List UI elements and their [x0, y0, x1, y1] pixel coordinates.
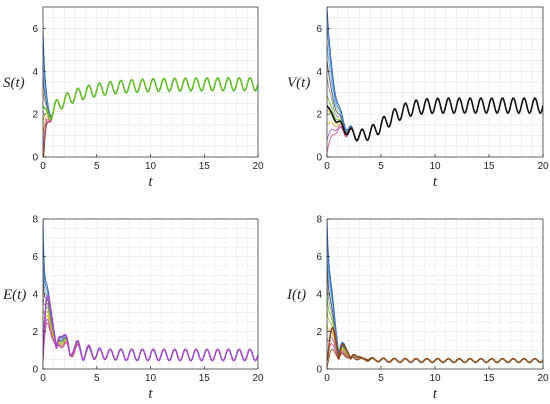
y-tick-label: 8	[32, 215, 38, 226]
y-tick-label: 2	[32, 327, 38, 338]
x-tick-label: 5	[94, 161, 100, 172]
x-axis-label: t	[433, 174, 438, 190]
series-group-I	[327, 219, 543, 368]
y-axis-label: I(t)	[286, 287, 306, 303]
y-tick-label: 2	[32, 110, 38, 121]
x-tick-label: 15	[199, 373, 211, 384]
y-tick-label: 6	[316, 252, 322, 263]
y-axis-label: S(t)	[3, 75, 25, 91]
y-tick-label: 4	[316, 67, 322, 78]
x-tick-label: 15	[483, 161, 495, 172]
y-tick-label: 2	[316, 110, 322, 121]
panel-I: 0 5 10 15 20 0 2 4 6 8 t I(t)	[286, 215, 549, 403]
y-axis-label: E(t)	[2, 287, 26, 303]
x-tick-label: 0	[40, 161, 46, 172]
x-tick-label: 10	[429, 161, 441, 172]
x-tick-label: 15	[483, 373, 495, 384]
x-axis-label: t	[148, 386, 153, 402]
x-tick-label: 5	[94, 373, 100, 384]
y-tick-label: 6	[32, 252, 38, 263]
panel-E: 0 5 10 15 20 0 2 4 6 8 t E(t)	[2, 215, 264, 403]
equilibrium-line	[327, 326, 543, 364]
y-tick-label: 4	[316, 290, 322, 301]
equilibrium-line	[43, 77, 258, 120]
series-group-V	[327, 7, 543, 153]
y-tick-label: 6	[316, 24, 322, 35]
panel-S: 0 5 10 15 20 0 2 4 6 t S(t)	[3, 6, 264, 190]
y-tick-label: 0	[316, 365, 322, 376]
x-tick-label: 20	[252, 373, 264, 384]
y-tick-label: 0	[32, 153, 38, 164]
grid-V	[326, 6, 544, 158]
x-axis-label: t	[433, 386, 438, 402]
y-tick-label: 4	[32, 290, 38, 301]
y-tick-label: 8	[316, 215, 322, 226]
x-tick-label: 20	[537, 373, 549, 384]
y-tick-label: 4	[32, 67, 38, 78]
y-tick-label: 0	[32, 365, 38, 376]
x-tick-label: 10	[145, 161, 157, 172]
x-tick-label: 0	[324, 161, 330, 172]
x-tick-label: 10	[145, 373, 157, 384]
grid-I	[326, 218, 544, 370]
series-group-S	[43, 28, 258, 157]
panel-V: 0 5 10 15 20 0 2 4 6 t V(t)	[287, 6, 549, 190]
y-tick-label: 0	[316, 153, 322, 164]
x-tick-label: 5	[378, 161, 384, 172]
equilibrium-line	[43, 294, 258, 362]
y-axis-label: V(t)	[287, 75, 310, 91]
x-tick-label: 0	[40, 373, 46, 384]
x-tick-label: 10	[429, 373, 441, 384]
x-tick-label: 5	[378, 373, 384, 384]
equilibrium-line	[327, 97, 543, 142]
x-tick-label: 20	[537, 161, 549, 172]
x-tick-label: 15	[199, 161, 211, 172]
x-tick-label: 0	[324, 373, 330, 384]
y-tick-label: 6	[32, 24, 38, 35]
series-group-E	[43, 219, 258, 364]
x-tick-label: 20	[252, 161, 264, 172]
y-tick-label: 2	[316, 327, 322, 338]
x-axis-label: t	[148, 174, 153, 190]
